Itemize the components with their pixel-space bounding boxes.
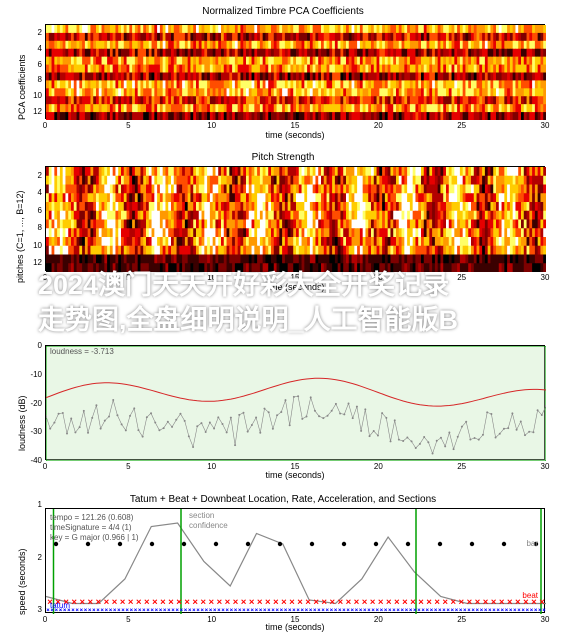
ytick: 12 bbox=[27, 107, 42, 116]
xtick: 0 bbox=[37, 462, 53, 471]
xtick: 25 bbox=[454, 615, 470, 624]
panel4-ylabel: speed (seconds) bbox=[17, 515, 27, 615]
ytick: 10 bbox=[27, 241, 42, 250]
xtick: 10 bbox=[204, 462, 220, 471]
panel3-xlabel: time (seconds) bbox=[45, 470, 545, 480]
tatum-label: tatum bbox=[50, 601, 70, 610]
xtick: 30 bbox=[537, 462, 553, 471]
overlay-line2: 走势图,全盘细明说明_人工智能版B bbox=[38, 303, 458, 338]
ytick: 4 bbox=[27, 188, 42, 197]
panel1-title: Normalized Timbre PCA Coefficients bbox=[0, 6, 566, 17]
timesig-text: timeSignature = 4/4 (1) bbox=[50, 523, 132, 532]
xtick: 20 bbox=[370, 462, 386, 471]
confidence-label: confidence bbox=[189, 521, 228, 530]
panel4-title: Tatum + Beat + Downbeat Location, Rate, … bbox=[0, 494, 566, 505]
panel2-ylabel: pitches (C=1, ..., B=12) bbox=[15, 163, 25, 283]
heatmap2 bbox=[46, 167, 546, 272]
ytick: -10 bbox=[27, 370, 42, 379]
xtick: 0 bbox=[37, 121, 53, 130]
xtick: 5 bbox=[120, 615, 136, 624]
xtick: 10 bbox=[204, 121, 220, 130]
ytick: 6 bbox=[27, 60, 42, 69]
panel3-ylabel: loudness (dB) bbox=[17, 351, 27, 451]
xtick: 10 bbox=[204, 615, 220, 624]
xtick: 15 bbox=[287, 462, 303, 471]
key-text: key = G major (0.966 | 1) bbox=[50, 533, 139, 542]
ytick: -20 bbox=[27, 399, 42, 408]
xtick: 0 bbox=[37, 615, 53, 624]
panel2-title: Pitch Strength bbox=[0, 152, 566, 163]
panel3-plot: loudness = -3.713 bbox=[45, 345, 545, 460]
beat-label: beat bbox=[522, 591, 538, 600]
ytick: 3 bbox=[27, 605, 42, 614]
ytick: 1 bbox=[27, 500, 42, 509]
ytick: 8 bbox=[27, 223, 42, 232]
ytick: 2 bbox=[27, 28, 42, 37]
loudness-chart bbox=[46, 346, 546, 461]
ytick: 2 bbox=[27, 553, 42, 562]
ytick: -30 bbox=[27, 427, 42, 436]
xtick: 25 bbox=[454, 121, 470, 130]
bar-label: bar bbox=[526, 539, 538, 548]
xtick: 5 bbox=[120, 121, 136, 130]
tempo-text: tempo = 121.26 (0.608) bbox=[50, 513, 133, 522]
overlay-line1: 2024澳门天天开好彩大全开奖记录 bbox=[38, 268, 458, 303]
xtick: 20 bbox=[370, 615, 386, 624]
xtick: 30 bbox=[537, 615, 553, 624]
overlay-title: 2024澳门天天开好彩大全开奖记录 走势图,全盘细明说明_人工智能版B bbox=[38, 268, 458, 338]
xtick: 30 bbox=[537, 273, 553, 282]
ytick: 12 bbox=[27, 258, 42, 267]
panel4-plot: tempo = 121.26 (0.608) timeSignature = 4… bbox=[45, 508, 545, 613]
panel1-plot bbox=[45, 24, 545, 119]
xtick: 15 bbox=[287, 121, 303, 130]
xtick: 15 bbox=[287, 615, 303, 624]
loudness-annotation: loudness = -3.713 bbox=[50, 347, 114, 356]
ytick: 6 bbox=[27, 206, 42, 215]
xtick: 20 bbox=[370, 121, 386, 130]
ytick: 8 bbox=[27, 75, 42, 84]
section-label: section bbox=[189, 511, 214, 520]
heatmap1 bbox=[46, 25, 546, 120]
panel2-plot bbox=[45, 166, 545, 271]
ytick: 2 bbox=[27, 171, 42, 180]
ytick: 4 bbox=[27, 44, 42, 53]
panel1-xlabel: time (seconds) bbox=[45, 130, 545, 140]
xtick: 30 bbox=[537, 121, 553, 130]
xtick: 5 bbox=[120, 462, 136, 471]
ytick: 10 bbox=[27, 91, 42, 100]
ytick: 0 bbox=[27, 341, 42, 350]
xtick: 25 bbox=[454, 462, 470, 471]
panel1-ylabel: PCA coefficients bbox=[17, 20, 27, 120]
